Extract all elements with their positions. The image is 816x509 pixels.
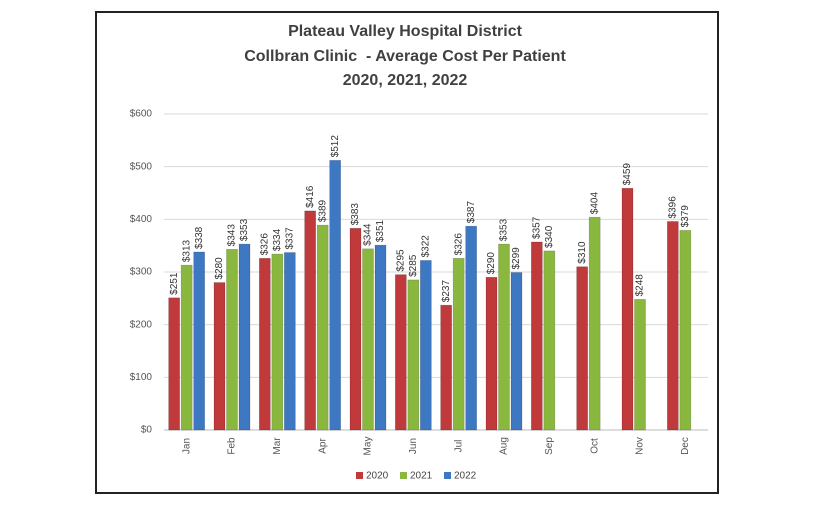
x-tick-label: Dec [680, 437, 691, 455]
data-label: $416 [305, 185, 316, 208]
bar [420, 260, 432, 431]
x-tick-label: Oct [589, 438, 600, 454]
bar [588, 216, 601, 431]
bar [440, 304, 452, 431]
data-label: $310 [577, 241, 588, 264]
data-label: $326 [259, 233, 270, 256]
x-tick-label: Sep [544, 437, 555, 455]
x-tick-label: Jan [181, 438, 192, 454]
bar [304, 210, 316, 431]
data-label: $396 [667, 196, 678, 219]
bar [634, 299, 646, 431]
bar [362, 248, 374, 431]
bar [531, 241, 543, 431]
bar [407, 279, 420, 431]
bar [485, 276, 498, 431]
data-label: $251 [169, 272, 180, 295]
bar [543, 250, 556, 431]
bar [576, 266, 588, 431]
data-label: $459 [622, 163, 633, 186]
bar [271, 253, 284, 431]
data-label: $338 [194, 226, 205, 249]
data-label: $404 [589, 192, 600, 215]
bar [168, 297, 180, 431]
bar [374, 244, 387, 431]
y-tick-label: $400 [130, 214, 153, 225]
bar [238, 243, 251, 431]
bar [667, 221, 679, 431]
data-label: $357 [531, 216, 542, 239]
data-label: $353 [239, 218, 250, 241]
x-tick-label: Apr [317, 438, 328, 454]
bar [349, 227, 362, 431]
data-label: $248 [635, 274, 646, 297]
bar [259, 258, 271, 431]
x-tick-label: Feb [227, 437, 238, 455]
bar [180, 264, 193, 431]
y-tick-label: $0 [141, 425, 153, 436]
legend-swatch [356, 472, 363, 479]
bar [465, 225, 477, 431]
data-label: $337 [284, 227, 295, 250]
x-tick-label: Jul [453, 440, 464, 453]
x-tick-label: May [363, 437, 374, 456]
bar [284, 252, 296, 431]
data-label: $344 [363, 223, 374, 246]
bar [213, 282, 226, 431]
data-label: $387 [466, 200, 477, 223]
y-tick-label: $200 [130, 319, 153, 330]
bar [452, 258, 465, 431]
data-label: $379 [680, 205, 691, 228]
y-tick-label: $100 [130, 372, 153, 383]
legend-label: 2022 [454, 471, 477, 482]
data-label: $322 [420, 235, 431, 258]
data-label: $299 [511, 247, 522, 270]
data-label: $313 [181, 239, 192, 262]
legend-label: 2021 [410, 471, 433, 482]
bar [329, 160, 341, 431]
legend-label: 2020 [366, 471, 389, 482]
data-label: $290 [486, 252, 497, 275]
bar [510, 272, 523, 431]
bar [193, 251, 205, 431]
chart-subtitle: 2020, 2021, 2022 [343, 72, 468, 89]
y-tick-label: $300 [130, 267, 153, 278]
chart-subtitle: Collbran Clinic - Average Cost Per Patie… [244, 48, 566, 65]
data-label: $353 [499, 218, 510, 241]
data-label: $512 [330, 135, 341, 158]
bar [316, 224, 329, 431]
x-tick-label: Mar [272, 437, 283, 455]
data-label: $340 [544, 225, 555, 248]
data-label: $295 [395, 249, 406, 272]
bar [395, 274, 407, 431]
legend-swatch [400, 472, 407, 479]
chart-title: Plateau Valley Hospital District [288, 23, 523, 40]
legend-swatch [444, 472, 451, 479]
data-label: $334 [272, 228, 283, 251]
x-tick-label: Nov [635, 437, 646, 455]
data-label: $326 [453, 233, 464, 256]
data-label: $383 [350, 203, 361, 226]
data-label: $389 [317, 199, 328, 222]
data-label: $343 [227, 224, 238, 247]
bar [679, 230, 692, 431]
x-tick-label: Jun [408, 438, 419, 454]
data-label: $285 [408, 254, 419, 277]
data-label: $237 [441, 279, 452, 302]
bar [498, 243, 510, 431]
y-tick-label: $600 [130, 109, 153, 120]
bar [226, 249, 238, 431]
bar [621, 187, 634, 431]
x-tick-label: Aug [499, 437, 510, 455]
data-label: $351 [375, 219, 386, 242]
y-tick-label: $500 [130, 161, 153, 172]
data-label: $280 [214, 257, 225, 280]
